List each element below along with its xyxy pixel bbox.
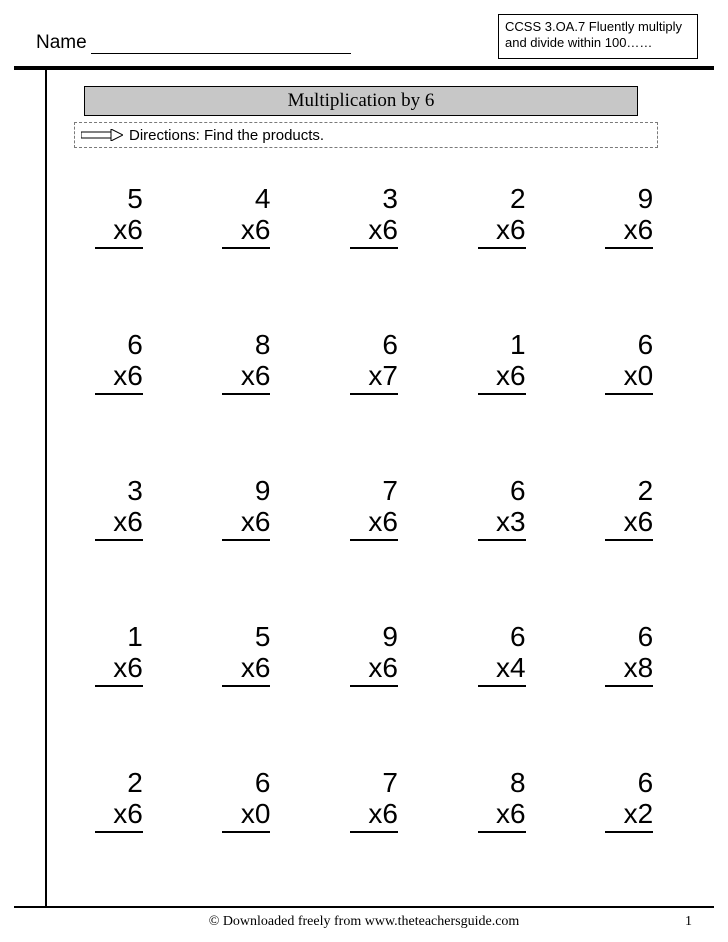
multiplier: x6 xyxy=(605,215,653,249)
multiplier: x0 xyxy=(605,361,653,395)
multiplier: x7 xyxy=(350,361,398,395)
multiplier: x0 xyxy=(222,799,270,833)
multiplicand: 6 xyxy=(478,622,526,653)
standard-box: CCSS 3.OA.7 Fluently multiply and divide… xyxy=(498,14,698,59)
multiplier: x6 xyxy=(350,215,398,249)
multiplier: x6 xyxy=(95,799,143,833)
standard-text: CCSS 3.OA.7 Fluently multiply and divide… xyxy=(505,19,682,50)
multiplicand: 6 xyxy=(222,768,270,799)
problem: 3x6 xyxy=(315,184,433,290)
problems-grid: 5x64x63x62x69x66x68x66x71x66x03x69x67x66… xyxy=(60,170,688,894)
problems-area: 5x64x63x62x69x66x68x66x71x66x03x69x67x66… xyxy=(60,170,688,894)
multiplier: x6 xyxy=(222,215,270,249)
top-rule xyxy=(14,66,714,70)
problem: 5x6 xyxy=(188,622,306,728)
multiplier: x6 xyxy=(222,361,270,395)
directions-box: Directions: Find the products. xyxy=(74,122,658,148)
multiplier: x6 xyxy=(95,361,143,395)
multiplier: x2 xyxy=(605,799,653,833)
multiplicand: 2 xyxy=(478,184,526,215)
problem: 6x7 xyxy=(315,330,433,436)
multiplier: x6 xyxy=(478,361,526,395)
problem: 3x6 xyxy=(60,476,178,582)
multiplicand: 1 xyxy=(478,330,526,361)
multiplicand: 7 xyxy=(350,476,398,507)
problem: 9x6 xyxy=(188,476,306,582)
multiplier: x6 xyxy=(350,799,398,833)
problem: 8x6 xyxy=(443,768,561,874)
multiplicand: 5 xyxy=(95,184,143,215)
problem: 7x6 xyxy=(315,768,433,874)
multiplier: x6 xyxy=(350,653,398,687)
problem: 2x6 xyxy=(570,476,688,582)
multiplier: x6 xyxy=(478,215,526,249)
directions-text: Directions: Find the products. xyxy=(129,127,324,144)
bottom-rule xyxy=(14,906,714,908)
multiplicand: 9 xyxy=(222,476,270,507)
multiplicand: 4 xyxy=(222,184,270,215)
multiplicand: 3 xyxy=(350,184,398,215)
title-bar: Multiplication by 6 xyxy=(84,86,638,116)
problem: 9x6 xyxy=(570,184,688,290)
name-field: Name xyxy=(36,32,351,54)
problem: 6x0 xyxy=(570,330,688,436)
multiplier: x6 xyxy=(222,507,270,541)
problem: 1x6 xyxy=(60,622,178,728)
multiplier: x6 xyxy=(478,799,526,833)
multiplier: x6 xyxy=(222,653,270,687)
multiplier: x6 xyxy=(95,653,143,687)
multiplicand: 6 xyxy=(605,622,653,653)
multiplicand: 6 xyxy=(478,476,526,507)
multiplier: x8 xyxy=(605,653,653,687)
worksheet-page: Name CCSS 3.OA.7 Fluently multiply and d… xyxy=(0,0,728,942)
problem: 1x6 xyxy=(443,330,561,436)
page-title: Multiplication by 6 xyxy=(288,90,435,111)
multiplicand: 9 xyxy=(350,622,398,653)
multiplicand: 8 xyxy=(222,330,270,361)
multiplier: x6 xyxy=(350,507,398,541)
multiplicand: 2 xyxy=(605,476,653,507)
multiplicand: 6 xyxy=(95,330,143,361)
multiplicand: 5 xyxy=(222,622,270,653)
multiplicand: 9 xyxy=(605,184,653,215)
page-number: 1 xyxy=(685,914,692,930)
problem: 6x4 xyxy=(443,622,561,728)
name-label: Name xyxy=(36,32,87,54)
multiplier: x3 xyxy=(478,507,526,541)
problem: 5x6 xyxy=(60,184,178,290)
multiplicand: 2 xyxy=(95,768,143,799)
multiplicand: 3 xyxy=(95,476,143,507)
multiplicand: 1 xyxy=(95,622,143,653)
multiplicand: 8 xyxy=(478,768,526,799)
problem: 2x6 xyxy=(443,184,561,290)
multiplicand: 7 xyxy=(350,768,398,799)
multiplicand: 6 xyxy=(350,330,398,361)
problem: 9x6 xyxy=(315,622,433,728)
multiplier: x6 xyxy=(95,507,143,541)
arrow-right-icon xyxy=(81,129,123,141)
problem: 6x8 xyxy=(570,622,688,728)
problem: 4x6 xyxy=(188,184,306,290)
problem: 2x6 xyxy=(60,768,178,874)
multiplicand: 6 xyxy=(605,330,653,361)
footer-credit: © Downloaded freely from www.theteachers… xyxy=(0,914,728,930)
multiplier: x4 xyxy=(478,653,526,687)
multiplier: x6 xyxy=(605,507,653,541)
name-input-line[interactable] xyxy=(91,36,351,54)
problem: 8x6 xyxy=(188,330,306,436)
problem: 6x6 xyxy=(60,330,178,436)
problem: 6x3 xyxy=(443,476,561,582)
problem: 6x0 xyxy=(188,768,306,874)
problem: 6x2 xyxy=(570,768,688,874)
vertical-rule xyxy=(45,66,47,908)
problem: 7x6 xyxy=(315,476,433,582)
multiplier: x6 xyxy=(95,215,143,249)
multiplicand: 6 xyxy=(605,768,653,799)
